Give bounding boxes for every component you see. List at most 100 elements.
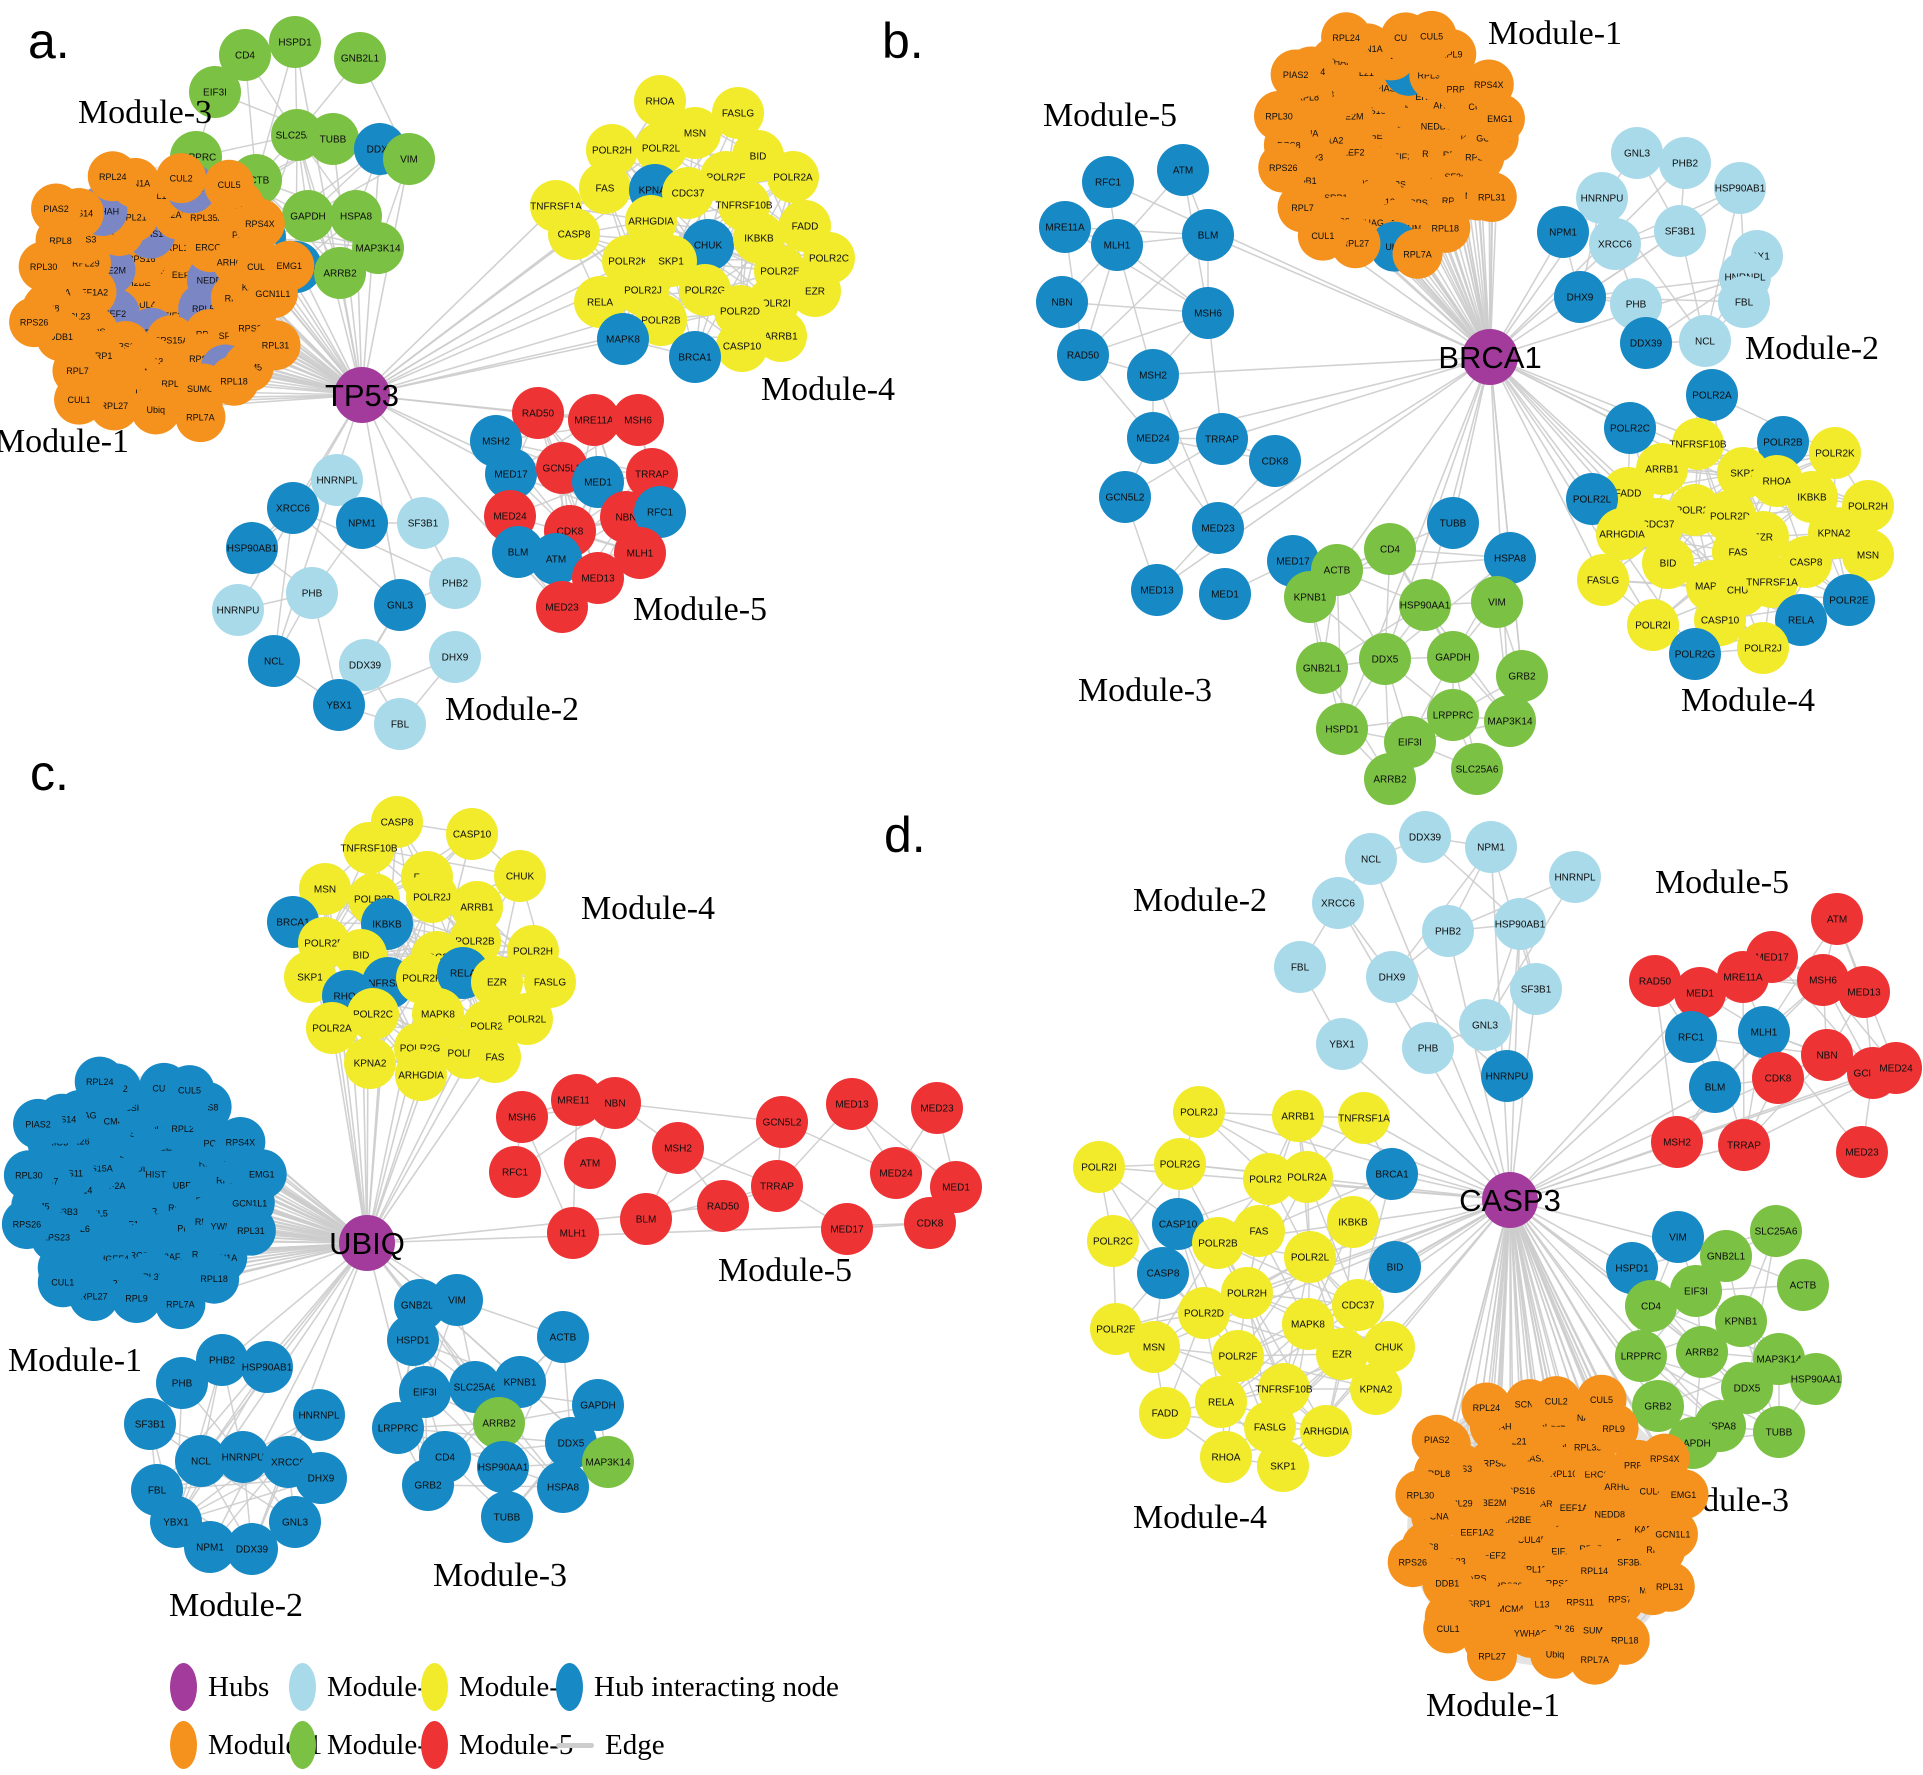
node-ATM[interactable]: ATM xyxy=(1811,893,1863,945)
node-circle[interactable] xyxy=(1576,1374,1627,1425)
node-circle[interactable] xyxy=(1596,508,1648,560)
node-circle[interactable] xyxy=(1296,642,1348,694)
node-circle[interactable] xyxy=(652,1122,704,1174)
node-circle[interactable] xyxy=(697,1180,749,1232)
node-BLM[interactable]: BLM xyxy=(1689,1061,1741,1113)
node-POLR2J[interactable]: POLR2J xyxy=(406,871,458,923)
node-BLM[interactable]: BLM xyxy=(1182,209,1234,261)
node-FASLG[interactable]: FASLG xyxy=(1577,554,1629,606)
node-circle[interactable] xyxy=(1297,210,1348,261)
node-circle[interactable] xyxy=(226,522,278,574)
node-circle[interactable] xyxy=(551,1074,603,1126)
node-POLR2F[interactable]: POLR2F xyxy=(1212,1330,1264,1382)
node-circle[interactable] xyxy=(589,1077,641,1129)
node-circle[interactable] xyxy=(250,320,301,371)
node-circle[interactable] xyxy=(282,190,334,242)
node-POLR2B[interactable]: POLR2B xyxy=(1192,1217,1244,1269)
node-circle[interactable] xyxy=(311,454,363,506)
node-ARRB2[interactable]: ARRB2 xyxy=(1676,1326,1728,1378)
node-circle[interactable] xyxy=(1152,1198,1204,1250)
node-circle[interactable] xyxy=(1137,1247,1189,1299)
node-circle[interactable] xyxy=(1474,93,1525,144)
node-circle[interactable] xyxy=(1836,1126,1888,1178)
node-RPS4X[interactable]: RPS4X xyxy=(234,198,285,249)
node-circle[interactable] xyxy=(1316,1328,1368,1380)
node-circle[interactable] xyxy=(1178,1287,1230,1339)
node-PIAS2[interactable]: PIAS2 xyxy=(1411,1414,1462,1465)
node-circle[interactable] xyxy=(1652,1211,1704,1263)
node-circle[interactable] xyxy=(18,241,69,292)
node-circle[interactable] xyxy=(347,988,399,1040)
node-circle[interactable] xyxy=(1284,1231,1336,1283)
node-circle[interactable] xyxy=(572,552,624,604)
node-circle[interactable] xyxy=(1182,287,1234,339)
node-circle[interactable] xyxy=(625,195,677,247)
node-TUBB[interactable]: TUBB xyxy=(1753,1406,1805,1458)
node-circle[interactable] xyxy=(431,1274,483,1326)
node-circle[interactable] xyxy=(755,310,807,362)
node-circle[interactable] xyxy=(1737,622,1789,674)
node-circle[interactable] xyxy=(1173,1086,1225,1138)
node-HNRNPL[interactable]: HNRNPL xyxy=(293,1389,345,1441)
node-circle[interactable] xyxy=(481,1491,533,1543)
node-CDK8[interactable]: CDK8 xyxy=(1752,1052,1804,1104)
node-circle[interactable] xyxy=(471,956,523,1008)
node-BID[interactable]: BID xyxy=(1642,537,1694,589)
node-MSH2[interactable]: MSH2 xyxy=(652,1122,704,1174)
node-circle[interactable] xyxy=(485,448,537,500)
node-circle[interactable] xyxy=(156,1357,208,1409)
node-circle[interactable] xyxy=(1221,1267,1273,1319)
node-CASP8[interactable]: CASP8 xyxy=(548,208,600,260)
node-YBX1[interactable]: YBX1 xyxy=(313,679,365,731)
node-circle[interactable] xyxy=(662,167,714,219)
node-circle[interactable] xyxy=(1099,471,1151,523)
node-circle[interactable] xyxy=(1757,416,1809,468)
node-circle[interactable] xyxy=(1300,1405,1352,1457)
node-circle[interactable] xyxy=(1554,271,1606,323)
node-circle[interactable] xyxy=(1576,172,1628,224)
node-FADD[interactable]: FADD xyxy=(1139,1387,1191,1439)
node-circle[interactable] xyxy=(1746,556,1798,608)
node-KPNA2[interactable]: KPNA2 xyxy=(1350,1363,1402,1415)
node-circle[interactable] xyxy=(870,1147,922,1199)
node-CUL1[interactable]: CUL1 xyxy=(37,1257,88,1308)
node-XRCC6[interactable]: XRCC6 xyxy=(267,482,319,534)
node-circle[interactable] xyxy=(1039,201,1091,253)
node-circle[interactable] xyxy=(1625,1280,1677,1332)
node-circle[interactable] xyxy=(1199,568,1251,620)
node-circle[interactable] xyxy=(751,1160,803,1212)
node-circle[interactable] xyxy=(1481,1050,1533,1102)
node-circle[interactable] xyxy=(1659,137,1711,189)
node-circle[interactable] xyxy=(269,16,321,68)
node-PIAS2[interactable]: PIAS2 xyxy=(1270,49,1321,100)
node-circle[interactable] xyxy=(1128,1321,1180,1373)
node-NPM1[interactable]: NPM1 xyxy=(336,497,388,549)
node-circle[interactable] xyxy=(620,1193,672,1245)
node-MAP3K14[interactable]: MAP3K14 xyxy=(1484,695,1536,747)
node-SLC25A6[interactable]: SLC25A6 xyxy=(1451,743,1503,795)
node-MSN[interactable]: MSN xyxy=(1842,529,1894,581)
node-NPM1[interactable]: NPM1 xyxy=(1465,821,1517,873)
node-circle[interactable] xyxy=(1192,502,1244,554)
node-circle[interactable] xyxy=(264,240,315,291)
node-MLH1[interactable]: MLH1 xyxy=(547,1207,599,1259)
node-HSP90AA1[interactable]: HSP90AA1 xyxy=(477,1441,529,1493)
node-circle[interactable] xyxy=(1689,1061,1741,1113)
hub-BRCA1[interactable]: BRCA1 xyxy=(1438,329,1542,385)
node-MSH2[interactable]: MSH2 xyxy=(1651,1116,1703,1168)
node-GCN5L2[interactable]: GCN5L2 xyxy=(1099,471,1151,523)
node-XRCC6[interactable]: XRCC6 xyxy=(1312,877,1364,929)
node-HSP90AB1[interactable]: HSP90AB1 xyxy=(1714,162,1766,214)
node-PHB[interactable]: PHB xyxy=(156,1357,208,1409)
node-FAS[interactable]: FAS xyxy=(469,1031,521,1083)
node-circle[interactable] xyxy=(1327,1196,1379,1248)
node-circle[interactable] xyxy=(446,808,498,860)
node-CUL1[interactable]: CUL1 xyxy=(1297,210,1348,261)
node-circle[interactable] xyxy=(767,151,819,203)
node-circle[interactable] xyxy=(175,1435,227,1487)
node-CUL2[interactable]: CUL2 xyxy=(1531,1376,1582,1427)
node-POLR2D[interactable]: POLR2D xyxy=(1178,1287,1230,1339)
node-circle[interactable] xyxy=(1195,1376,1247,1428)
node-GNB2L1[interactable]: GNB2L1 xyxy=(334,32,386,84)
node-circle[interactable] xyxy=(1627,599,1679,651)
